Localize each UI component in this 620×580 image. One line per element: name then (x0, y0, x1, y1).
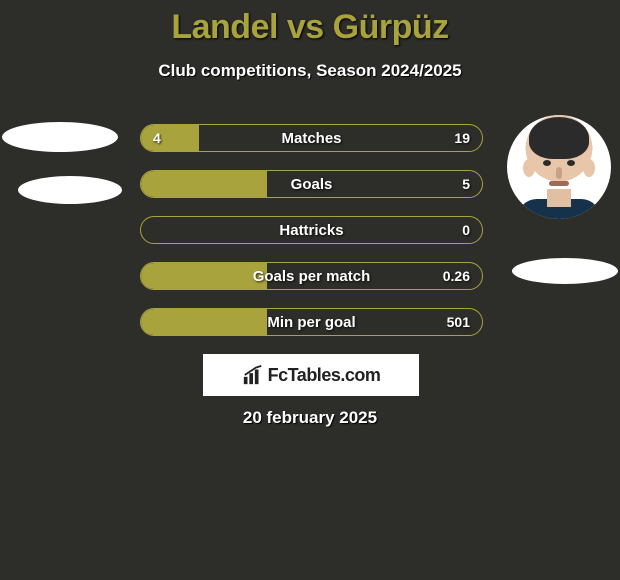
avatar-right (507, 115, 611, 219)
stat-bar-matches: 4 Matches 19 (140, 124, 483, 152)
stat-label: Min per goal (141, 309, 482, 335)
avatar-left-placeholder-1 (2, 122, 118, 152)
avatar-right-placeholder-2 (512, 258, 618, 284)
stat-label: Goals (141, 171, 482, 197)
subtitle: Club competitions, Season 2024/2025 (0, 61, 620, 81)
stat-bar-goals: Goals 5 (140, 170, 483, 198)
bar-chart-icon (242, 364, 264, 386)
logo-box[interactable]: FcTables.com (203, 354, 419, 396)
comparison-card: Landel vs Gürpüz Club competitions, Seas… (0, 0, 620, 580)
logo-text: FcTables.com (268, 365, 381, 386)
stat-right-value: 501 (447, 309, 470, 335)
stat-right-value: 0 (462, 217, 470, 243)
stat-label: Hattricks (141, 217, 482, 243)
stat-bar-hattricks: Hattricks 0 (140, 216, 483, 244)
stat-label: Goals per match (141, 263, 482, 289)
stat-bars: 4 Matches 19 Goals 5 Hattricks 0 Goals p… (140, 124, 483, 354)
date-text: 20 february 2025 (0, 408, 620, 428)
page-title: Landel vs Gürpüz (0, 0, 620, 47)
avatar-right-photo (507, 115, 611, 219)
stat-right-value: 19 (454, 125, 470, 151)
stat-right-value: 0.26 (443, 263, 470, 289)
avatar-left-placeholder-2 (18, 176, 122, 204)
stat-bar-min-per-goal: Min per goal 501 (140, 308, 483, 336)
stat-right-value: 5 (462, 171, 470, 197)
stat-label: Matches (141, 125, 482, 151)
stat-bar-goals-per-match: Goals per match 0.26 (140, 262, 483, 290)
